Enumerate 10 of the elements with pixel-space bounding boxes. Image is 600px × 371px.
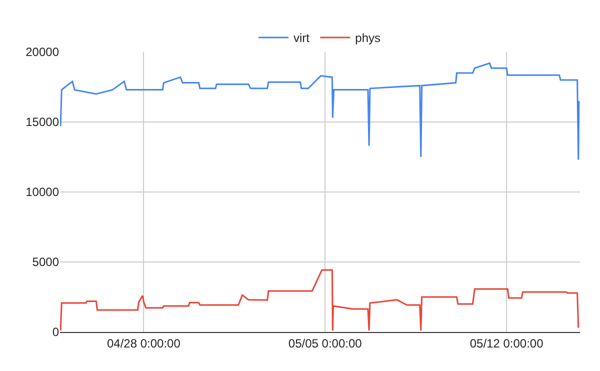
y-tick-label: 5000 [32,255,60,270]
y-tick-label: 0 [52,325,60,340]
y-tick-label: 15000 [26,115,60,130]
x-tick-label: 05/12 0:00:00 [470,336,544,350]
legend-label: virt [294,31,310,46]
x-tick-label: 05/05 0:00:00 [288,336,362,350]
x-tick-label: 04/28 0:00:00 [106,336,181,350]
y-tick-label: 20000 [26,45,60,60]
legend-label: phys [355,31,381,46]
y-tick-label: 10000 [26,185,60,200]
